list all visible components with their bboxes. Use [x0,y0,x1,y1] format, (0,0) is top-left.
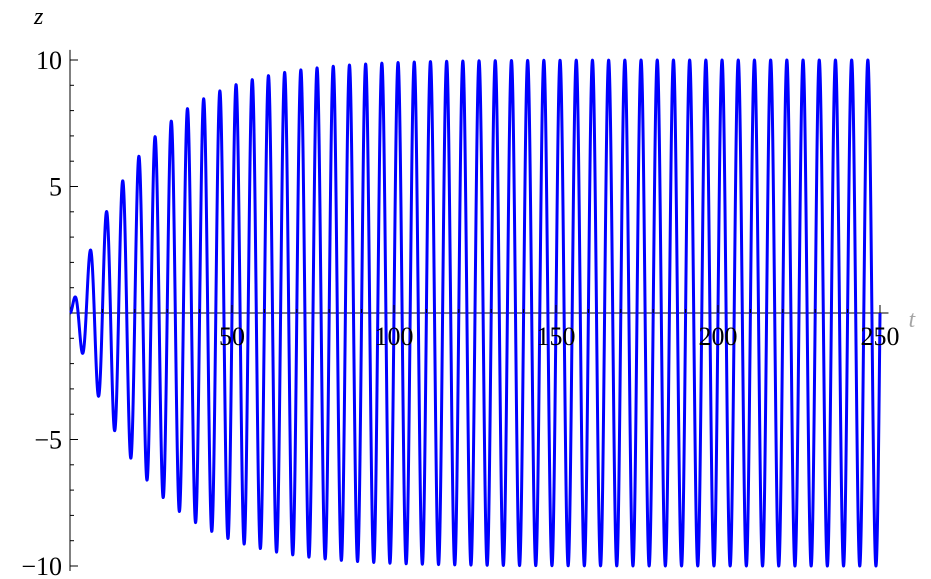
ticks: 50 100 150 200 250 −10 −5 5 10 [21,46,899,579]
y-tick-label: −5 [34,426,62,455]
y-tick-label: 5 [49,173,62,202]
x-tick-label: 150 [537,322,576,351]
series-line [68,58,882,568]
y-tick-label: −10 [21,552,62,579]
y-tick-label: 10 [36,46,62,75]
x-axis-label: t [908,307,916,333]
x-tick-label: 200 [699,322,738,351]
y-axis-label: z [33,4,44,30]
x-tick-label: 250 [861,322,900,351]
x-tick-label: 50 [219,322,245,351]
x-tick-label: 100 [375,322,414,351]
